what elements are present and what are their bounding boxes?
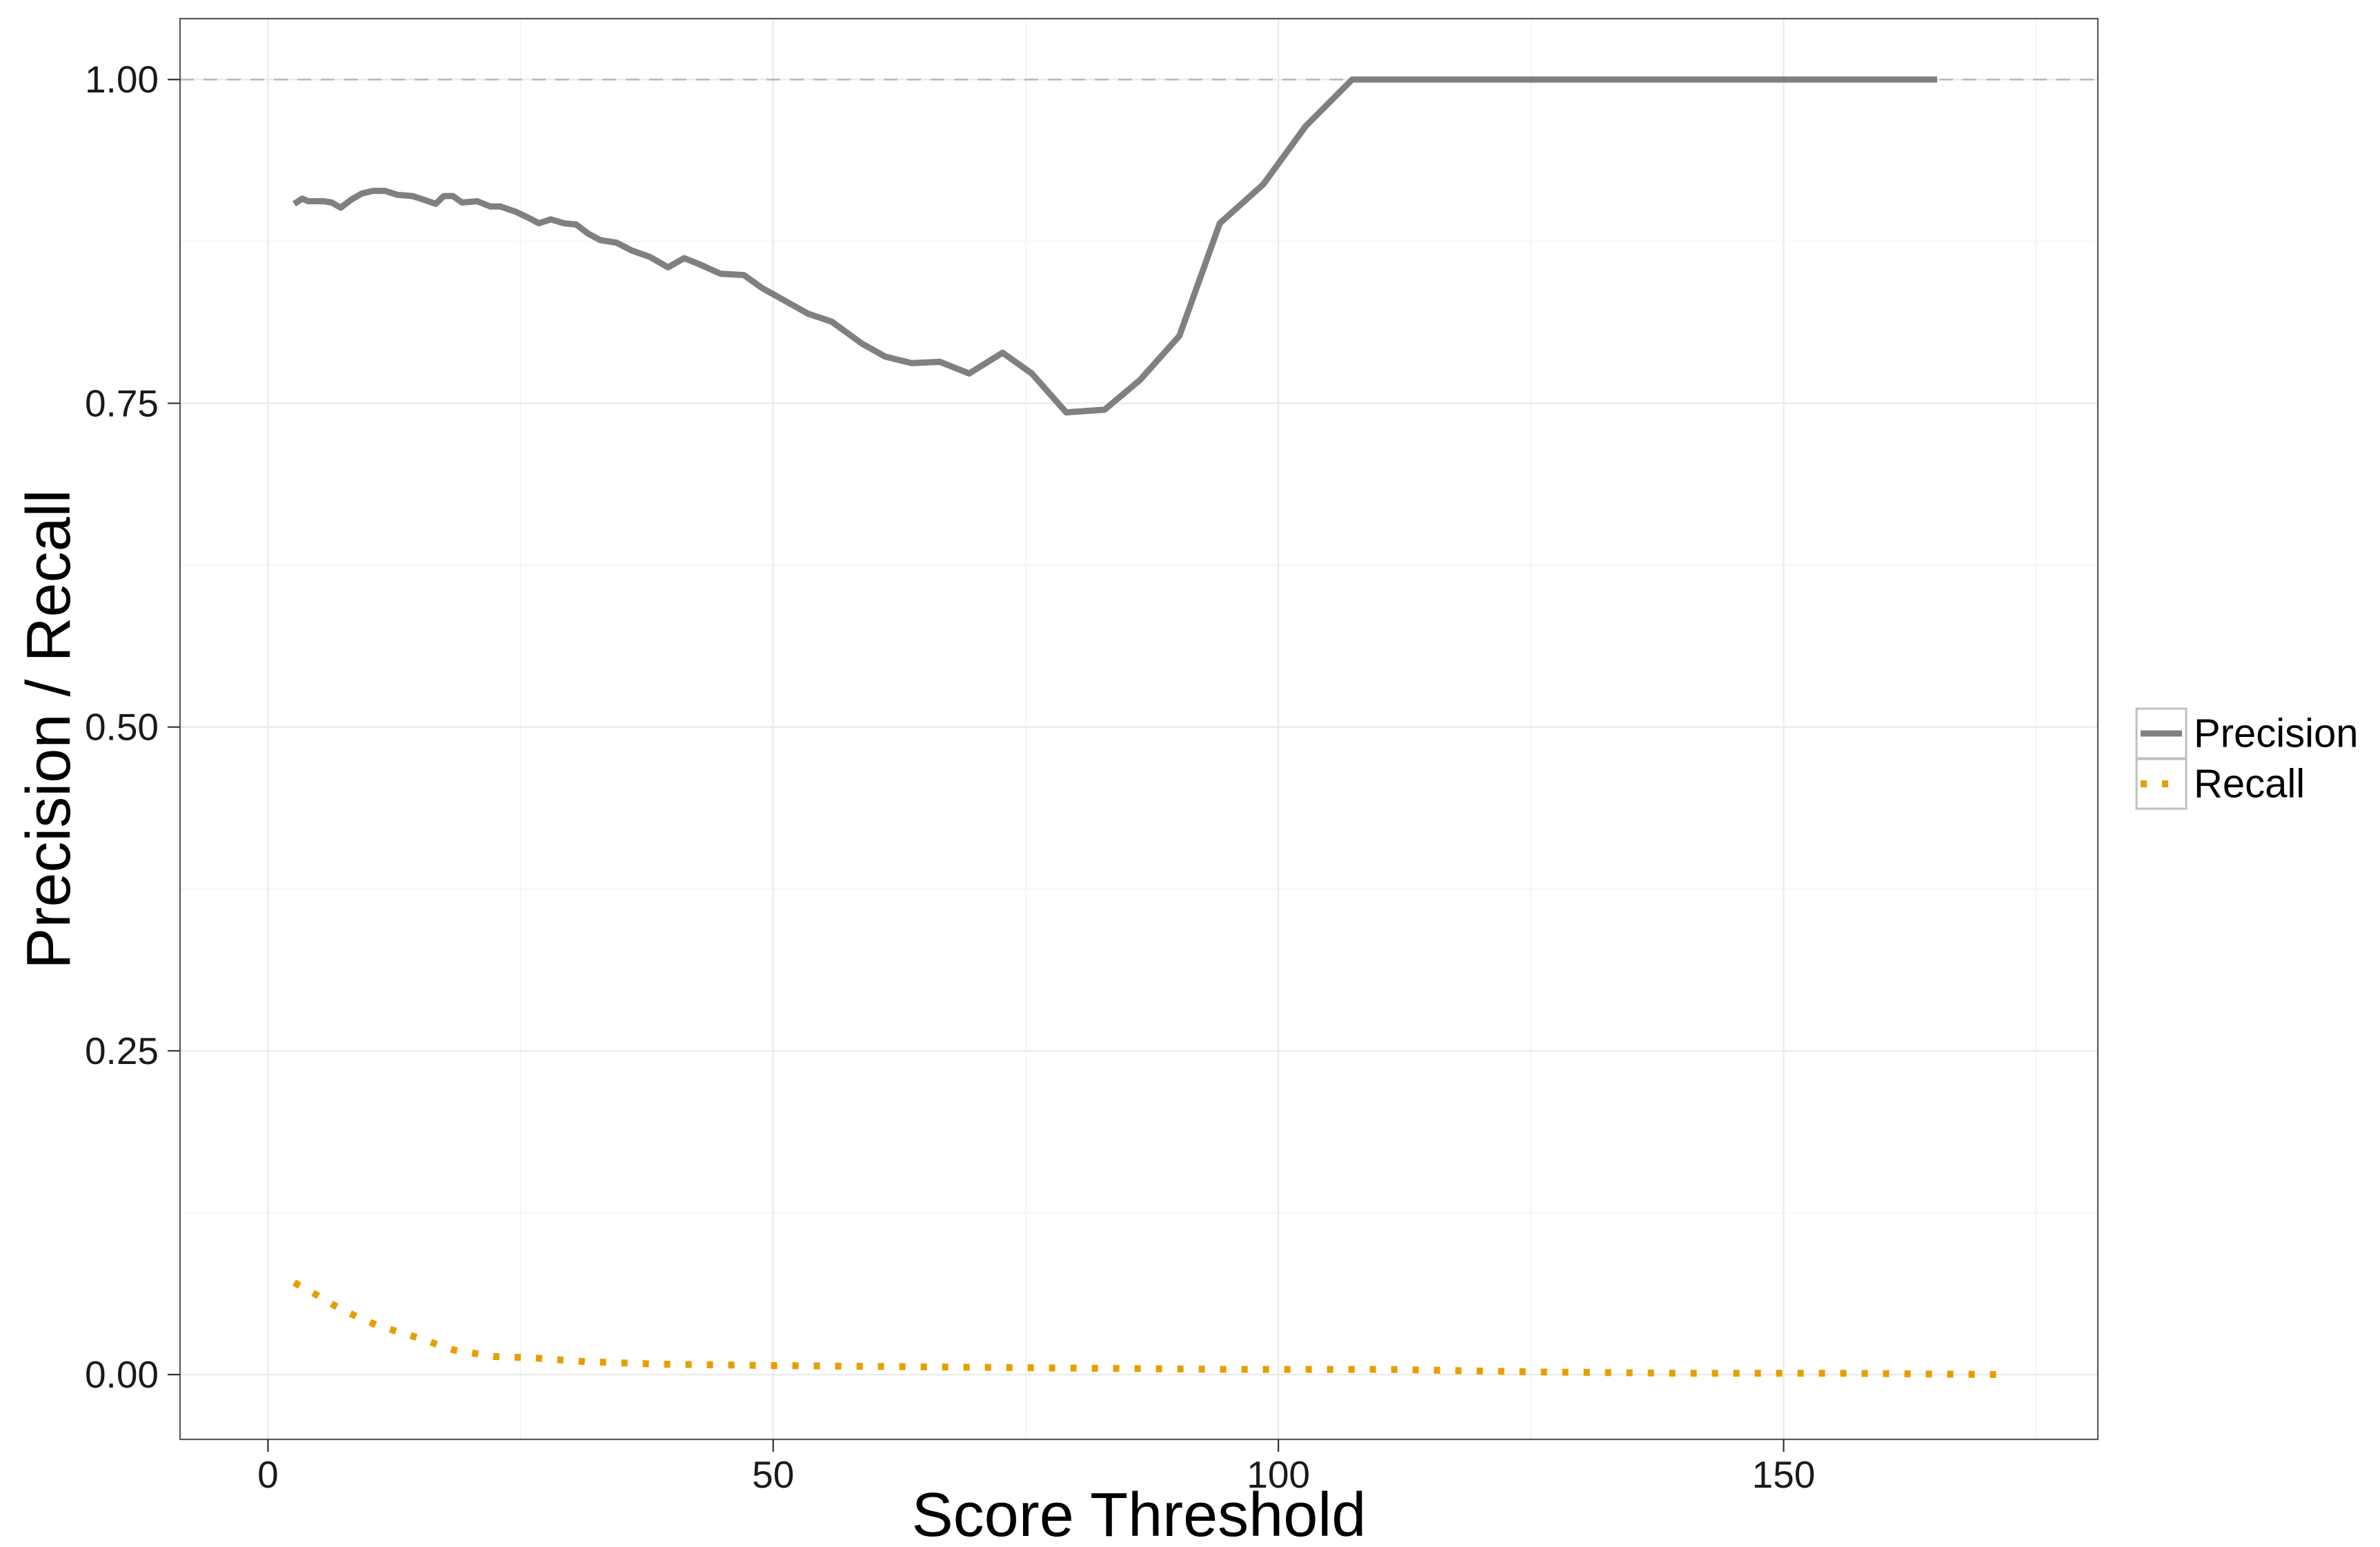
legend-label-precision: Precision xyxy=(2194,711,2359,756)
y-tick-label: 1.00 xyxy=(85,58,159,101)
grid-lines xyxy=(180,19,2098,1439)
x-axis-title: Score Threshold xyxy=(912,1481,1367,1547)
series-lines xyxy=(292,76,2010,1379)
panel-border xyxy=(179,17,2099,1441)
x-tick-label: 150 xyxy=(1752,1453,1816,1496)
legend-key-box xyxy=(2135,758,2188,810)
y-tick-label: 0.75 xyxy=(85,382,159,424)
panel-background xyxy=(180,19,2098,1439)
y-axis: 0.00 0.25 0.50 0.75 1.00 xyxy=(85,58,180,1396)
series-line-precision xyxy=(292,76,1938,416)
y-tick-label: 0.00 xyxy=(85,1353,159,1396)
y-axis-title: Precision / Recall xyxy=(14,489,83,969)
legend-item-precision: Precision xyxy=(2135,707,2359,760)
legend-label-recall: Recall xyxy=(2194,762,2305,807)
x-tick-label: 100 xyxy=(1247,1453,1310,1496)
legend: Precision Recall xyxy=(2135,707,2359,810)
y-tick-label: 0.25 xyxy=(85,1029,159,1072)
x-tick-label: 50 xyxy=(752,1453,794,1496)
x-tick-label: 0 xyxy=(257,1453,279,1496)
y-tick-label: 0.50 xyxy=(85,706,159,749)
x-axis: 0 50 100 150 xyxy=(257,1439,1815,1496)
legend-item-recall: Recall xyxy=(2135,758,2305,810)
